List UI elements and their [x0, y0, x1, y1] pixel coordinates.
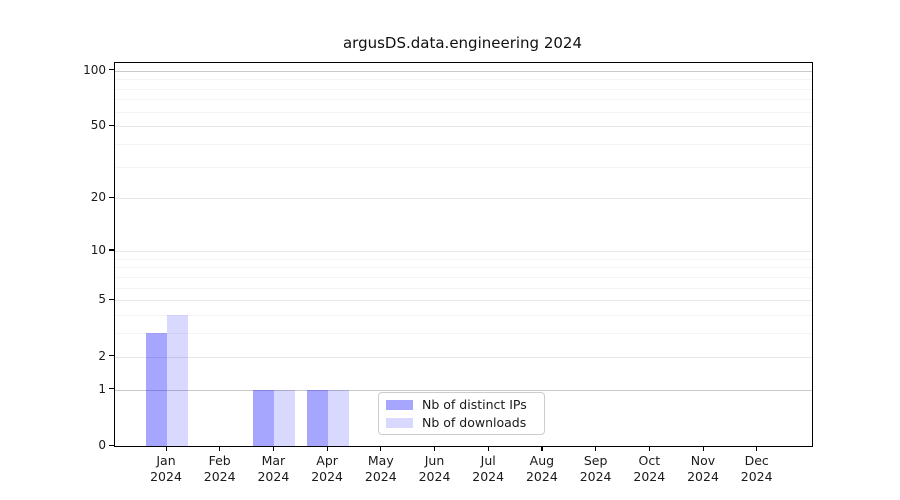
x-tick-mark [487, 446, 489, 451]
x-tick-label: Jul 2024 [472, 453, 505, 484]
y-tick-label: 100 [83, 62, 106, 77]
y-tick-label: 2 [98, 348, 106, 363]
bar-mar-distinct-ips [253, 389, 275, 446]
bar-jan-distinct-ips [146, 333, 167, 446]
legend-label: Nb of distinct IPs [422, 397, 527, 412]
x-tick-label: May 2024 [364, 453, 397, 484]
gridline-minor [115, 315, 812, 317]
gridline-minor [115, 79, 812, 81]
x-tick-label: Apr 2024 [311, 453, 343, 484]
gridline-minor [115, 287, 812, 289]
x-tick-mark [219, 446, 221, 451]
bar-apr-downloads [328, 389, 350, 446]
x-tick-mark [702, 446, 704, 451]
y-tick-mark [109, 69, 114, 71]
x-tick-mark [648, 446, 650, 451]
x-tick-mark [434, 446, 436, 451]
gridline-minor [115, 99, 812, 101]
x-tick-label: Jun 2024 [418, 453, 451, 484]
x-tick-mark [541, 446, 543, 451]
gridline-minor [115, 333, 812, 335]
gridline-minor [115, 267, 812, 269]
legend-entry-downloads: Nb of downloads [379, 415, 544, 430]
y-tick-mark [109, 355, 114, 357]
y-tick-label: 1 [98, 381, 106, 396]
x-tick-label: Dec 2024 [740, 453, 773, 484]
legend: Nb of distinct IPs Nb of downloads [378, 392, 545, 435]
gridline-minor [115, 88, 812, 90]
y-tick-mark [109, 249, 114, 251]
gridline-major [115, 389, 812, 391]
y-tick-label: 5 [98, 292, 106, 307]
x-tick-label: Sep 2024 [579, 453, 612, 484]
gridline-minor [115, 276, 812, 278]
x-tick-label: Jan 2024 [150, 453, 182, 484]
legend-entry-distinct-ips: Nb of distinct IPs [379, 397, 544, 412]
x-tick-label: Mar 2024 [257, 453, 290, 484]
chart-title: argusDS.data.engineering 2024 [342, 34, 583, 52]
gridline-minor [115, 258, 812, 260]
gridline-major [115, 70, 812, 72]
bar-apr-distinct-ips [307, 389, 329, 446]
y-tick-mark [109, 388, 114, 390]
x-tick-label: Aug 2024 [525, 453, 558, 484]
y-tick-mark [109, 444, 114, 446]
x-tick-mark [380, 446, 382, 451]
legend-swatch-distinct-ips-icon [386, 399, 413, 410]
x-tick-mark [326, 446, 328, 451]
gridline-major [115, 198, 812, 200]
x-tick-label: Oct 2024 [633, 453, 666, 484]
gridline-major [115, 356, 812, 358]
y-tick-mark [109, 124, 114, 126]
gridline-minor [115, 143, 812, 145]
gridline-major [115, 300, 812, 302]
y-tick-label: 0 [98, 438, 106, 452]
y-tick-label: 50 [90, 118, 106, 133]
y-tick-mark [109, 196, 114, 199]
legend-label: Nb of downloads [422, 415, 527, 430]
legend-swatch-downloads-icon [386, 417, 413, 428]
bar-mar-downloads [274, 389, 296, 446]
x-tick-label: Feb 2024 [203, 453, 236, 484]
y-tick-label: 20 [90, 190, 106, 205]
x-tick-mark [595, 446, 597, 451]
gridline-major [115, 126, 812, 128]
gridline-major [115, 250, 812, 252]
x-tick-mark [165, 446, 167, 451]
x-tick-mark [756, 446, 758, 451]
x-tick-mark [272, 446, 275, 451]
plot-area [114, 62, 813, 447]
gridline-minor [115, 111, 812, 113]
y-tick-mark [109, 298, 114, 300]
y-tick-label: 10 [90, 242, 106, 257]
x-tick-label: Nov 2024 [687, 453, 719, 484]
gridline-minor [115, 166, 812, 168]
bar-jan-downloads [167, 315, 188, 446]
